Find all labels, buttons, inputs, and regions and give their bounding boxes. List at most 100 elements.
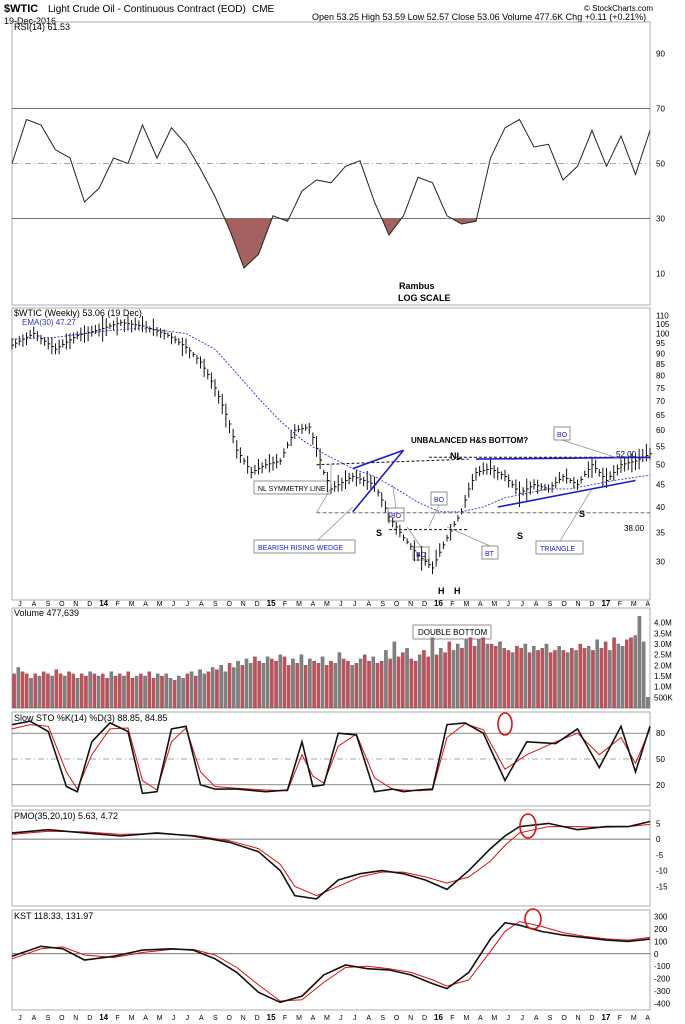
sto-d-line <box>11 723 651 792</box>
volume-bar <box>341 658 346 709</box>
month-tick-top: J <box>353 601 357 608</box>
kst-tick: 300 <box>654 912 668 921</box>
month-tick-top: N <box>408 601 413 608</box>
volume-bar <box>603 641 608 709</box>
volume-bar <box>303 665 308 709</box>
volume-bar <box>409 658 414 709</box>
volume-bar <box>434 654 439 709</box>
volume-bar <box>506 650 511 709</box>
month-tick-bottom: S <box>46 1015 51 1022</box>
volume-bar <box>379 660 384 709</box>
month-tick-bottom: 15 <box>267 1013 276 1022</box>
security-name: Light Crude Oil - Continuous Contract (E… <box>48 4 246 15</box>
month-tick-top: J <box>186 601 190 608</box>
month-tick-bottom: A <box>311 1015 316 1022</box>
price-tick: 35 <box>656 528 665 537</box>
month-tick-bottom: N <box>73 1015 78 1022</box>
month-tick-top: A <box>534 601 539 608</box>
volume-bar <box>523 643 528 709</box>
month-tick-bottom: F <box>283 1015 287 1022</box>
volume-bar <box>337 652 342 709</box>
price-tick: 65 <box>656 411 665 420</box>
volume-bar <box>358 658 363 709</box>
volume-bar <box>472 645 477 709</box>
kst-tick: 200 <box>654 925 668 934</box>
price-title: $WTIC (Weekly) 53.06 (19 Dec) <box>14 308 142 318</box>
chart-marks: J A S O N D 14 F M A M J J A S O N D 15 F M A M J J A S O N D 16 F M A M J J… <box>11 50 673 1022</box>
month-tick-top: M <box>129 601 135 608</box>
volume-bar <box>84 675 88 709</box>
panel-frame-kst <box>11 909 651 1011</box>
volume-bar <box>557 645 561 709</box>
volume-bar <box>147 671 152 709</box>
rsi-oversold-fill <box>451 218 477 224</box>
volume-bar <box>257 660 261 709</box>
volume-bar <box>177 675 181 709</box>
pmo-tick: 5 <box>656 819 661 828</box>
month-tick-bottom: O <box>561 1015 567 1022</box>
volume-bar <box>388 658 392 709</box>
volume-bar <box>367 660 371 709</box>
bo-box-3: BO <box>412 546 430 561</box>
volume-tick: 1.0M <box>654 683 672 692</box>
bo-label: BO <box>557 432 568 439</box>
month-tick-top: M <box>157 601 163 608</box>
volume-bar <box>109 671 114 709</box>
month-tick-top: S <box>380 601 385 608</box>
callout-line <box>559 488 593 542</box>
month-tick-bottom: D <box>255 1015 260 1022</box>
rsi-title: RSI(14) 61.53 <box>14 22 70 32</box>
shoulder-label-right1: S <box>517 531 523 541</box>
month-tick-top: F <box>450 601 454 608</box>
volume-bar <box>105 677 109 709</box>
volume-bar <box>447 641 452 709</box>
volume-tick: 4.0M <box>654 619 672 628</box>
volume-bar <box>113 675 118 709</box>
month-tick-bottom: A <box>645 1015 650 1022</box>
month-tick-top: J <box>18 601 22 608</box>
month-tick-top: J <box>507 601 511 608</box>
month-tick-bottom: M <box>157 1015 163 1022</box>
rsi-tick: 50 <box>656 160 665 169</box>
volume-bar <box>278 654 283 709</box>
volume-bar <box>316 663 321 709</box>
volume-tick: 2.5M <box>654 651 672 660</box>
volume-bar <box>422 650 426 709</box>
kst-title: KST 118.33, 131.97 <box>14 911 93 921</box>
volume-bar <box>160 675 164 709</box>
callout-line <box>446 526 491 547</box>
volume-bar <box>396 656 401 709</box>
volume-bar <box>63 675 67 709</box>
volume-tick: 2.0M <box>654 661 672 670</box>
volume-bar <box>286 665 291 709</box>
wedge-upper-line <box>352 449 404 470</box>
ohlc-readout: Open 53.25 High 53.59 Low 52.57 Close 53… <box>312 12 646 22</box>
volume-bar <box>215 669 219 709</box>
ema-line <box>11 327 651 513</box>
month-tick-bottom: A <box>534 1015 539 1022</box>
month-tick-bottom: J <box>507 1015 511 1022</box>
volume-bar <box>468 637 473 709</box>
volume-bar <box>363 654 367 709</box>
month-tick-bottom: S <box>380 1015 385 1022</box>
price-tick: 60 <box>656 426 665 435</box>
kst-tick: 100 <box>654 937 668 946</box>
volume-bar <box>333 663 337 709</box>
triangle-label: TRIANGLE <box>540 546 575 553</box>
month-tick-bottom: N <box>575 1015 580 1022</box>
month-tick-top: S <box>213 601 218 608</box>
volume-bar <box>139 673 143 709</box>
volume-bar <box>477 639 481 709</box>
price-tick: 30 <box>656 557 665 566</box>
rsi-tick: 90 <box>656 50 665 59</box>
month-tick-bottom: A <box>199 1015 204 1022</box>
price-tick: 100 <box>656 329 670 338</box>
kst-tick: -300 <box>654 987 671 996</box>
nl-symmetry-box: NL SYMMETRY LINE <box>253 480 332 495</box>
volume-bar <box>489 643 494 709</box>
callout-line <box>561 439 622 460</box>
month-tick-top: O <box>59 601 65 608</box>
volume-bar <box>527 652 532 709</box>
volume-bar <box>637 616 642 709</box>
callout-line <box>316 487 332 513</box>
